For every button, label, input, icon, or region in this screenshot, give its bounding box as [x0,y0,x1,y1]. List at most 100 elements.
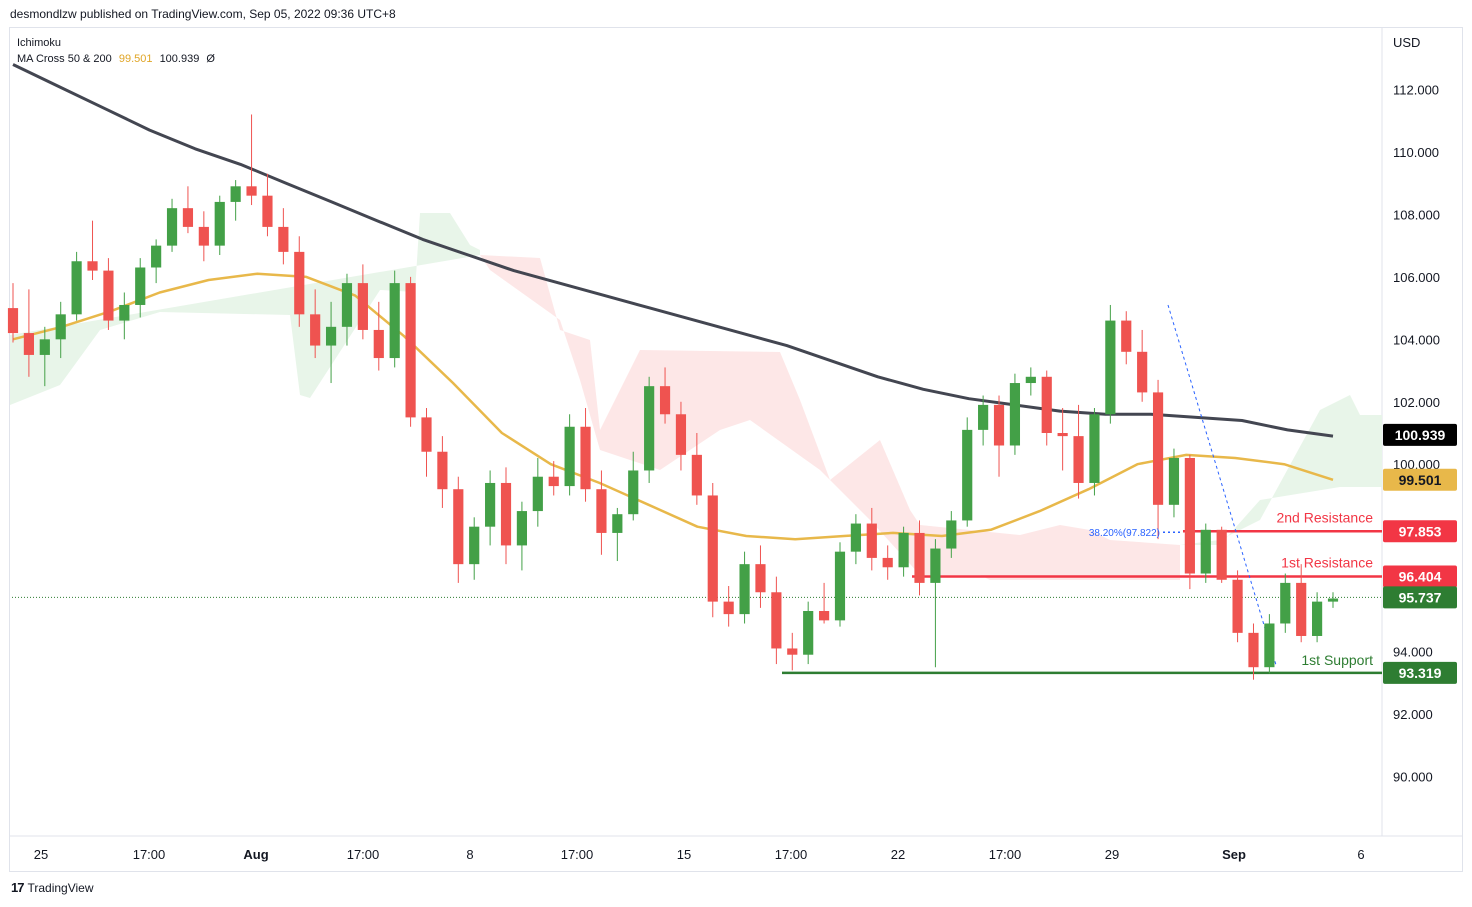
candle-body [135,267,146,305]
candle-body [1152,392,1164,505]
ma-cross-legend[interactable]: MA Cross 50 & 200 99.501 100.939 Ø [17,51,215,67]
candle-body [691,454,702,496]
x-tick-label: 17:00 [561,847,594,862]
price-label-text: 99.501 [1399,472,1442,488]
indicator-legend: Ichimoku MA Cross 50 & 200 99.501 100.93… [17,35,215,67]
candle-body [119,304,130,321]
candle-body [278,226,289,252]
x-tick-label: 15 [677,847,691,862]
candle-body [993,404,1005,446]
price-label-text: 100.939 [1395,427,1446,443]
candle-body [548,476,559,487]
candle-body [23,333,34,355]
x-tick-label: 22 [891,847,905,862]
price-label-box [1383,661,1457,684]
candle-body [930,548,941,583]
price-label-box [1383,423,1457,446]
candle-body [485,482,496,527]
y-tick-label: 110.000 [1393,145,1439,160]
x-tick-label: 17:00 [347,847,380,862]
y-tick-label: 104.000 [1393,332,1440,347]
y-tick-label: 108.000 [1393,207,1440,222]
candle-body [739,564,750,615]
candle-body [962,429,973,521]
candle-body [564,426,575,487]
price-label-text: 95.737 [1399,589,1442,605]
candle-body [1200,529,1211,574]
candle-body [230,186,241,202]
candle-body [246,186,257,196]
x-tick-label: 17:00 [989,847,1022,862]
candle-body [1327,598,1339,602]
candle-body [1168,457,1180,505]
price-label-box [1383,468,1457,491]
candle-body [628,470,639,515]
ma200-line [12,63,1334,438]
candle-body [103,270,114,321]
candle-body [834,551,846,621]
candle-body [469,526,480,565]
candle-body [294,251,305,315]
first-support-text: 1st Support [1301,652,1373,668]
price-label-box [1383,586,1457,609]
tradingview-brand-text: TradingView [27,880,94,895]
candle-body [1232,579,1243,633]
candle-body [612,514,623,533]
candle-body [644,386,655,471]
candle-body [659,386,671,415]
legend-extra-glyph: Ø [206,53,215,65]
candle-body [723,601,734,615]
ma50-line [12,272,1334,541]
candle-body [978,404,989,430]
price-label-text: 93.319 [1399,665,1442,681]
x-tick-label: 8 [466,847,473,862]
second-resistance-text: 2nd Resistance [1276,509,1373,525]
y-tick-label: 106.000 [1393,270,1440,285]
candle-body [325,326,337,346]
candle-body [357,283,368,330]
x-tick-label: 6 [1357,847,1364,862]
y-tick-label: 100.000 [1393,457,1440,472]
candle-body [516,511,528,546]
x-tick-label: Aug [243,847,268,862]
currency-label: USD [1393,35,1420,50]
y-tick-label: 90.000 [1393,770,1433,785]
price-label-text: 96.404 [1399,569,1442,585]
price-label-box [1383,520,1457,543]
candle-body [1280,582,1291,624]
candle-body [262,195,273,227]
candle-body [771,592,782,649]
x-tick-label: Sep [1222,847,1246,862]
ichimoku-cloud-bearish [480,255,1180,580]
footer-brand[interactable]: 17 TradingView [11,880,94,895]
candle-body [707,495,718,602]
candle-body [1264,623,1275,668]
candle-body [341,283,353,327]
candle-body [421,417,432,452]
candle-body [405,283,416,418]
x-tick-label: 25 [34,847,48,862]
candle-body [55,314,66,340]
candle-body [389,283,400,359]
candle-body [946,520,957,549]
candle-body [866,523,877,558]
candle-body [532,476,543,512]
candle-body [1296,582,1307,636]
candle-body [453,489,464,565]
ma50-legend-value: 99.501 [118,53,153,65]
candle-body [1089,414,1100,483]
candle-body [882,557,893,568]
candle-body [1105,320,1116,415]
candle-body [1312,601,1323,636]
candle-body [500,482,512,546]
publisher-header: desmondlzw published on TradingView.com,… [10,7,396,21]
candle-body [1073,436,1084,483]
ichimoku-legend[interactable]: Ichimoku [17,37,62,49]
candle-body [755,564,766,593]
tradingview-logo-icon: 17 [11,880,25,895]
candle-body [198,226,209,246]
candle-body [1121,320,1132,352]
candle-body [71,261,82,315]
candle-body [1009,383,1021,446]
